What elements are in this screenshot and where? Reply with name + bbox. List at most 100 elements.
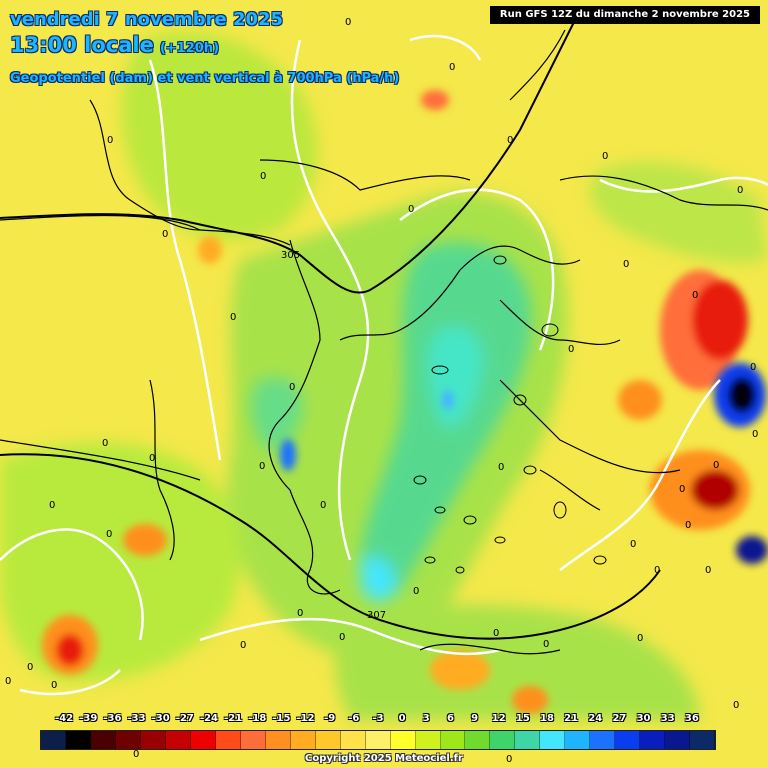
geopotential-contours <box>0 19 661 640</box>
zero-label: 0 <box>737 185 743 196</box>
legend-value-label: 15 <box>515 713 530 724</box>
zero-label: 0 <box>679 484 685 495</box>
zero-label: 0 <box>602 151 608 162</box>
zero-label: 0 <box>5 676 11 687</box>
legend-value-label: 33 <box>660 713 675 724</box>
legend-value-label: 9 <box>471 713 479 724</box>
color-swatch <box>115 731 141 749</box>
color-swatch <box>490 731 516 749</box>
zero-label: 0 <box>230 312 236 323</box>
color-swatch <box>240 731 266 749</box>
legend-value-label: -12 <box>296 713 315 724</box>
geopotential-label-305: 305 <box>281 250 300 261</box>
zero-label: 0 <box>51 680 57 691</box>
color-swatch <box>315 731 341 749</box>
zero-label: 0 <box>654 565 660 576</box>
legend-value-label: -27 <box>175 713 194 724</box>
zero-label: 0 <box>413 586 419 597</box>
cyan-areas <box>250 242 532 602</box>
zero-label: 0 <box>345 17 351 28</box>
zero-label: 0 <box>637 633 643 644</box>
color-swatch <box>65 731 91 749</box>
color-swatch <box>590 731 616 749</box>
color-swatch <box>265 731 291 749</box>
zero-label: 0 <box>685 520 691 531</box>
color-swatch <box>465 731 491 749</box>
color-swatch <box>640 731 666 749</box>
color-swatch <box>515 731 541 749</box>
legend-value-label: -24 <box>199 713 219 724</box>
legend-value-label: 27 <box>612 713 627 724</box>
legend-value-label: 0 <box>398 713 406 724</box>
zero-label: 0 <box>705 565 711 576</box>
lead-time: (+120h) <box>159 41 220 56</box>
zero-label: 0 <box>162 229 168 240</box>
legend-value-label: -33 <box>127 713 146 724</box>
zero-label: 0 <box>260 171 266 182</box>
zero-label: 0 <box>133 749 139 760</box>
color-swatch <box>565 731 591 749</box>
legend-value-label: 24 <box>588 713 603 724</box>
legend-value-label: 18 <box>540 713 554 724</box>
zero-label: 0 <box>297 608 303 619</box>
legend-value-label: -30 <box>151 713 170 724</box>
zero-label: 0 <box>289 382 295 393</box>
color-swatch <box>290 731 316 749</box>
zero-label: 0 <box>543 639 549 650</box>
contour-labels: 305 307 0 0 0 0 0 0 0 0 0 0 0 0 0 0 0 0 … <box>5 17 758 765</box>
zero-label: 0 <box>107 135 113 146</box>
zero-label: 0 <box>493 628 499 639</box>
geopotential-label-307: 307 <box>367 610 386 621</box>
color-swatch <box>665 731 691 749</box>
zero-label: 0 <box>507 135 513 146</box>
legend-value-label: -15 <box>272 713 291 724</box>
blue-areas <box>280 363 768 564</box>
color-swatch <box>365 731 391 749</box>
zero-label: 0 <box>106 529 112 540</box>
color-swatch <box>90 731 116 749</box>
warm-areas <box>42 90 750 714</box>
legend-value-label: 36 <box>684 713 699 724</box>
zero-label: 0 <box>630 539 636 550</box>
legend-value-label: -39 <box>79 713 98 724</box>
zero-label: 0 <box>506 754 512 765</box>
color-swatch <box>540 731 566 749</box>
zero-label: 0 <box>752 429 758 440</box>
color-swatch <box>140 731 166 749</box>
zero-label: 0 <box>733 700 739 711</box>
legend-value-label: -42 <box>55 713 74 724</box>
zero-label: 0 <box>713 460 719 471</box>
zero-label: 0 <box>49 500 55 511</box>
coastlines <box>0 29 768 655</box>
forecast-local-time: 13:00 locale <box>10 33 154 57</box>
zero-label: 0 <box>692 290 698 301</box>
zero-label: 0 <box>623 259 629 270</box>
zero-label: 0 <box>449 62 455 73</box>
legend-value-label: 6 <box>446 713 454 724</box>
legend-value-label: -18 <box>248 713 267 724</box>
legend-labels: -42 -39 -36 -33 -30 -27 -24 -21 -18 -15 -12 -9 -6 -3 0… <box>40 713 716 729</box>
zero-label: 0 <box>27 662 33 673</box>
legend-value-label: 12 <box>491 713 506 724</box>
color-swatch <box>190 731 216 749</box>
color-swatch <box>41 731 66 749</box>
color-swatch <box>440 731 466 749</box>
zero-label: 0 <box>408 204 414 215</box>
zero-label: 0 <box>339 632 345 643</box>
color-swatch <box>690 731 716 749</box>
legend-value-label: -21 <box>224 713 243 724</box>
zero-label: 0 <box>320 500 326 511</box>
legend-value-label: 3 <box>422 713 430 724</box>
zero-label: 0 <box>102 438 108 449</box>
zero-label: 0 <box>259 461 265 472</box>
color-swatch <box>165 731 191 749</box>
islands <box>413 255 607 574</box>
zero-label: 0 <box>568 344 574 355</box>
legend-value-label: 30 <box>636 713 651 724</box>
color-swatch <box>415 731 441 749</box>
color-swatch <box>215 731 241 749</box>
legend-value-label: -36 <box>103 713 122 724</box>
forecast-date: vendredi 7 novembre 2025 <box>10 9 284 30</box>
